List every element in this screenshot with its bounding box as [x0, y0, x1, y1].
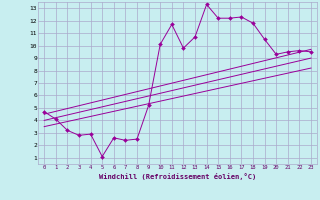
X-axis label: Windchill (Refroidissement éolien,°C): Windchill (Refroidissement éolien,°C) [99, 173, 256, 180]
